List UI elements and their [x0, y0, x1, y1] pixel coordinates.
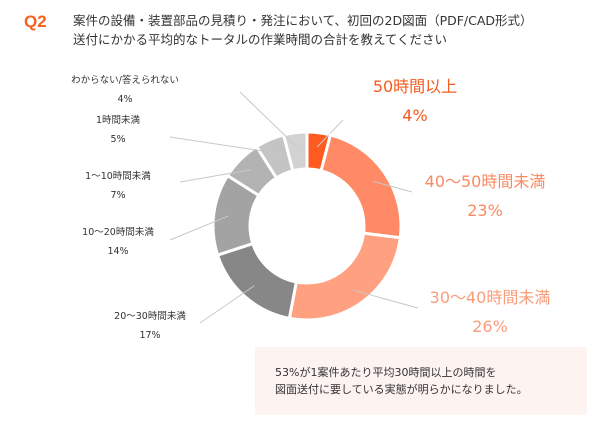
label-30-40: 30～40時間未満 26%	[430, 283, 551, 341]
category-label: 1～10時間未満	[85, 171, 151, 182]
leader-line-10-20	[169, 215, 229, 241]
label-1-10: 1～10時間未満 7%	[85, 167, 151, 205]
leader-line-under1	[169, 136, 276, 154]
label-50plus: 50時間以上 4%	[373, 72, 457, 130]
value-label: 4%	[117, 94, 133, 105]
category-label: 40～50時間未満	[424, 172, 546, 191]
label-40-50: 40～50時間未満 23%	[425, 167, 546, 225]
slice-30-40	[287, 231, 402, 322]
leader-line-40-50	[372, 180, 413, 193]
category-label: わからない/答えられない	[71, 75, 179, 86]
label-under1: 1時間未満 5%	[96, 111, 140, 149]
label-unknown: わからない/答えられない 4%	[71, 71, 179, 109]
category-label: 1時間未満	[95, 115, 141, 126]
leader-line-30-40	[353, 289, 419, 309]
question-title: 案件の設備・装置部品の見積り・発注において、初回の2D図面（PDF/CAD形式）…	[73, 11, 533, 49]
leader-line-20-30	[199, 285, 255, 324]
category-label: 50時間以上	[372, 77, 458, 96]
slice-unknown	[281, 130, 309, 173]
summary-box: 53%が1案件あたり平均30時間以上の時間を 図面送付に要している実態が明らかに…	[255, 347, 587, 415]
category-label: 10～20時間未満	[82, 227, 154, 238]
value-label: 14%	[107, 246, 129, 257]
label-10-20: 10～20時間未満 14%	[82, 223, 154, 261]
value-label: 17%	[139, 330, 161, 341]
leader-line-unknown	[239, 91, 298, 148]
title-line-1: 案件の設備・装置部品の見積り・発注において、初回の2D図面（PDF/CAD形式）	[73, 13, 533, 28]
value-label: 4%	[402, 106, 428, 125]
summary-line-2: 図面送付に要している実態が明らかになりました。	[275, 383, 528, 396]
value-label: 26%	[472, 317, 508, 336]
label-20-30: 20～30時間未満 17%	[114, 307, 186, 345]
category-label: 20～30時間未満	[114, 311, 186, 322]
value-label: 23%	[467, 201, 503, 220]
slice-20-30	[215, 241, 299, 321]
leader-line-1-10	[179, 169, 251, 183]
slice-40-50	[319, 133, 403, 240]
value-label: 7%	[110, 190, 126, 201]
value-label: 5%	[110, 134, 126, 145]
question-number: Q2	[24, 12, 47, 31]
title-line-2: 送付にかかる平均的なトータルの作業時間の合計を教えてください	[73, 32, 448, 47]
summary-line-1: 53%が1案件あたり平均30時間以上の時間を	[275, 366, 497, 379]
category-label: 30～40時間未満	[429, 288, 551, 307]
